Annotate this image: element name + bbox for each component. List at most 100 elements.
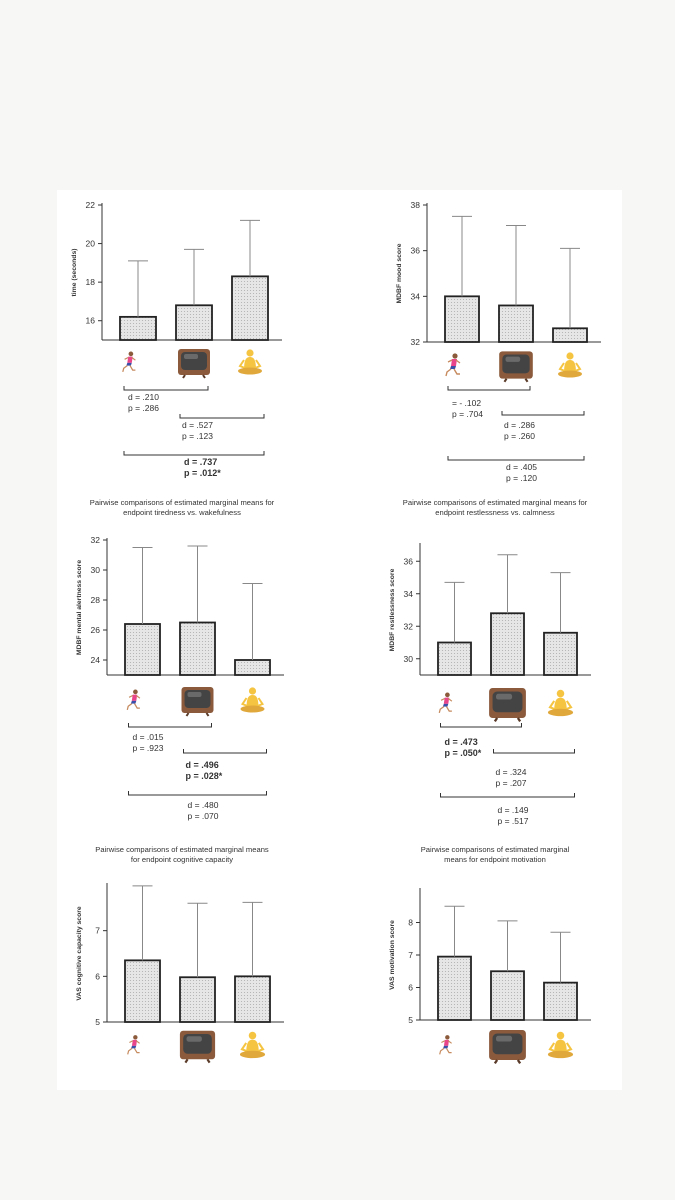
runner-leg-front (133, 703, 140, 709)
effect-size-label: d = .480 (188, 800, 219, 810)
effect-size-label: d = .405 (506, 462, 537, 472)
yoga-arm-left (240, 697, 248, 707)
runner-shorts (450, 366, 456, 369)
runner-arm-front (447, 698, 453, 702)
television-icon (181, 687, 214, 717)
bar-television (498, 304, 534, 343)
runner-shirt (131, 1039, 138, 1046)
runner-arm-front (131, 357, 136, 361)
tv-screen-glare (187, 692, 202, 697)
bar-running-person (437, 641, 472, 676)
runner-leg-back (445, 368, 452, 377)
runner-arm-front (135, 1040, 140, 1044)
y-tick-label: 34 (411, 291, 421, 301)
p-value-label: p = .704 (452, 409, 483, 419)
runner-arm-back (441, 1040, 446, 1043)
effect-size-label: d = .473 (445, 737, 478, 747)
yoga-arm-left (238, 359, 246, 369)
bar-running-person (119, 315, 157, 341)
running-person-icon (439, 1035, 452, 1055)
television-icon (179, 1030, 216, 1064)
y-tick-label: 5 (95, 1017, 100, 1027)
effect-size-label: = - .102 (452, 398, 481, 408)
bar-person-in-lotus-position (543, 631, 578, 676)
comparison-bracket (447, 456, 585, 461)
p-value-label: p = .260 (504, 431, 535, 441)
yoga-torso (246, 695, 259, 708)
running-person-icon (438, 692, 453, 714)
running-person-icon (122, 351, 136, 373)
person-in-lotus-position-icon (547, 1031, 574, 1059)
bar-running-person (124, 623, 161, 676)
runner-arm-front (447, 1040, 452, 1044)
yoga-arm-right (257, 697, 265, 707)
chart-restlessness: Pairwise comparisons of estimated margin… (389, 498, 591, 826)
chart-title-line: means for endpoint motivation (444, 855, 546, 864)
yoga-legs (240, 705, 265, 713)
yoga-torso (246, 1039, 259, 1054)
yoga-head (248, 687, 257, 695)
comparison-bracket (440, 793, 575, 798)
runner-leg-back (127, 1047, 133, 1055)
running-person-icon (127, 1035, 140, 1055)
y-tick-label: 6 (95, 971, 100, 981)
comparison-bracket (501, 411, 585, 416)
runner-shorts (442, 703, 449, 707)
comparison-bracket (179, 414, 265, 419)
y-tick-label: 24 (91, 655, 101, 665)
chart-title-line: Pairwise comparisons of estimated margin… (403, 498, 588, 507)
runner-leg-front (453, 368, 460, 375)
tv-leg-left (185, 712, 190, 717)
p-value-label: p = .012* (184, 468, 221, 478)
chart-title: Pairwise comparisons of estimated margin… (95, 845, 269, 864)
television-icon (178, 349, 210, 379)
runner-leg-front (129, 365, 136, 371)
person-in-lotus-position-icon (558, 352, 582, 378)
figure-panel: 16 18 20 22 time (seconds) d = .210 p = .286 d … (57, 190, 622, 1090)
chart-title-line: Pairwise comparisons of estimated margin… (90, 498, 275, 507)
yoga-arm-right (565, 700, 573, 711)
effect-size-label: d = .527 (182, 420, 213, 430)
p-value-label: p = .286 (128, 403, 159, 413)
person-in-lotus-position-icon (238, 349, 262, 375)
runner-shorts (131, 1045, 137, 1049)
y-tick-label: 32 (91, 535, 101, 545)
y-axis-label: MDBF mood score (396, 243, 403, 303)
runner-shirt (443, 697, 450, 704)
chart-title: Pairwise comparisons of estimated margin… (403, 498, 588, 517)
yoga-head (566, 352, 574, 360)
effect-size-label: d = .737 (184, 457, 217, 467)
runner-leg-back (122, 365, 128, 373)
yoga-legs (239, 1050, 266, 1059)
runner-shorts (126, 362, 132, 366)
runner-head (445, 1035, 450, 1040)
television-icon (499, 351, 533, 383)
runner-shirt (443, 1039, 450, 1046)
runner-head (445, 692, 450, 698)
bar-running-person (444, 295, 480, 343)
y-tick-label: 30 (91, 565, 101, 575)
p-value-label: p = .123 (182, 431, 213, 441)
bar-person-in-lotus-position (231, 275, 269, 341)
y-tick-label: 6 (408, 983, 413, 993)
tv-leg-left (493, 717, 499, 723)
bar-running-person (124, 959, 161, 1023)
tv-leg-left (503, 378, 508, 383)
chart-cognitive: Pairwise comparisons of estimated margin… (76, 845, 284, 1064)
tv-leg-right (206, 1058, 211, 1064)
y-tick-label: 26 (91, 625, 101, 635)
yoga-legs (238, 367, 262, 375)
y-tick-label: 16 (86, 316, 96, 326)
y-tick-label: 28 (91, 595, 101, 605)
running-person-icon (445, 353, 461, 377)
y-tick-label: 34 (404, 589, 414, 599)
y-tick-label: 22 (86, 200, 96, 210)
yoga-torso (564, 360, 576, 373)
effect-size-label: d = .210 (128, 392, 159, 402)
runner-shirt (451, 359, 457, 366)
